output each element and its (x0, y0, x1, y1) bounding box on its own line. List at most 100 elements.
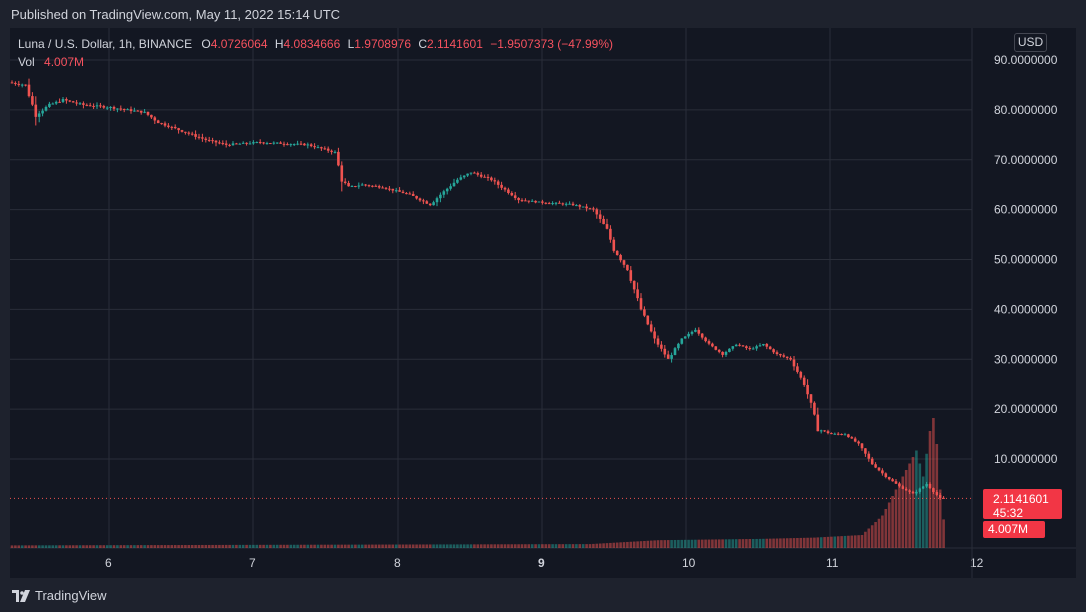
volume-bar (14, 545, 17, 548)
candle-body (619, 255, 622, 261)
volume-bar (180, 545, 184, 548)
candle-body (598, 214, 602, 219)
candle-body (864, 448, 867, 454)
volume-bar (357, 544, 361, 548)
volume-bar (520, 544, 524, 548)
volume-bar (442, 544, 446, 548)
candle-body (830, 433, 833, 435)
candle-body (558, 202, 561, 204)
volume-bar (768, 538, 772, 548)
volume-bar (524, 544, 527, 548)
candle-body (167, 125, 170, 127)
volume-bar (911, 457, 915, 548)
volume-bar (54, 545, 58, 548)
candle-body (925, 484, 928, 487)
candle-body (320, 147, 323, 149)
candle-body (24, 84, 27, 86)
volume-bar (459, 544, 463, 548)
volume-bar (870, 525, 874, 548)
volume-bar (517, 544, 520, 548)
volume-bar (20, 545, 24, 548)
candle-body (146, 111, 150, 115)
candle-body (194, 134, 197, 137)
volume-bar (343, 544, 347, 548)
volume-bar (558, 544, 561, 548)
candle-body (41, 110, 44, 114)
volume-bar (292, 544, 296, 548)
price-chart[interactable]: 90.0000000 80.0000000 70.0000000 60.0000000… (10, 28, 1076, 578)
volume-bar (425, 544, 429, 548)
close-label: C (418, 37, 428, 51)
candle-body (741, 345, 745, 347)
volume-bar (826, 536, 830, 548)
candle-body (721, 351, 724, 355)
volume-bar (602, 543, 605, 548)
volume-bar (666, 540, 670, 548)
candle-body (466, 173, 469, 176)
y-tick-label: 90.0000000 (994, 53, 1058, 67)
candle-body (894, 481, 898, 484)
candle-body (622, 260, 626, 265)
candle-body (354, 186, 357, 188)
candle-body (92, 105, 95, 107)
candle-body (173, 126, 177, 129)
candle-body (275, 142, 279, 144)
candle-body (768, 346, 772, 350)
candle-body (602, 218, 605, 225)
currency-button[interactable]: USD (1014, 33, 1047, 52)
candle-body (190, 133, 194, 135)
candle-body (350, 186, 354, 188)
volume-bar (483, 544, 486, 548)
open-value: 4.0726064 (210, 37, 268, 51)
volume-bar (17, 545, 21, 548)
volume-bar (51, 545, 55, 548)
candle-body (116, 108, 119, 110)
candle-body (425, 201, 429, 204)
volume-bar (724, 539, 728, 548)
volume-bar (799, 537, 803, 548)
volume-bar (626, 541, 629, 548)
volume-bar (221, 544, 225, 548)
candle-body (411, 193, 415, 196)
candle-body (71, 101, 75, 103)
volume-bar (228, 544, 231, 548)
volume-bar (541, 544, 544, 548)
volume-bar (153, 545, 157, 548)
volume-bar (731, 539, 735, 548)
volume-bar (707, 539, 711, 548)
volume-bar (938, 489, 942, 548)
candle-body (724, 351, 728, 355)
candle-body (228, 144, 231, 146)
volume-bar (85, 545, 89, 548)
volume-bar (333, 544, 337, 548)
volume-bar (170, 545, 174, 548)
volume-bar (612, 542, 616, 548)
candle-body (435, 198, 439, 203)
x-tick-label: 9 (538, 556, 545, 570)
volume-bar (462, 544, 466, 548)
candle-body (918, 488, 922, 492)
volume-bar (187, 545, 191, 548)
volume-bar (850, 535, 854, 548)
volume-bar (316, 544, 320, 548)
volume-bar (915, 450, 918, 548)
volume-bar (561, 544, 565, 548)
candle-body (728, 348, 731, 352)
candle-body (265, 143, 269, 145)
volume-bar (864, 531, 867, 548)
symbol-title[interactable]: Luna / U.S. Dollar, 1h, BINANCE (18, 37, 193, 51)
candle-body (813, 402, 816, 415)
candle-body (326, 148, 330, 151)
header-bar: Published on TradingView.com, May 11, 20… (0, 0, 1086, 28)
candle-body (806, 384, 809, 395)
volume-bar (918, 463, 922, 548)
volume-bar (592, 543, 595, 548)
volume-bar (136, 545, 140, 548)
volume-bar (255, 544, 259, 548)
tradingview-logo[interactable]: TradingView (12, 588, 107, 603)
candle-body (785, 356, 789, 358)
volume-bar (129, 545, 133, 548)
y-tick-label: 80.0000000 (994, 103, 1058, 117)
volume-bar (921, 476, 925, 548)
volume-bar (904, 470, 908, 548)
